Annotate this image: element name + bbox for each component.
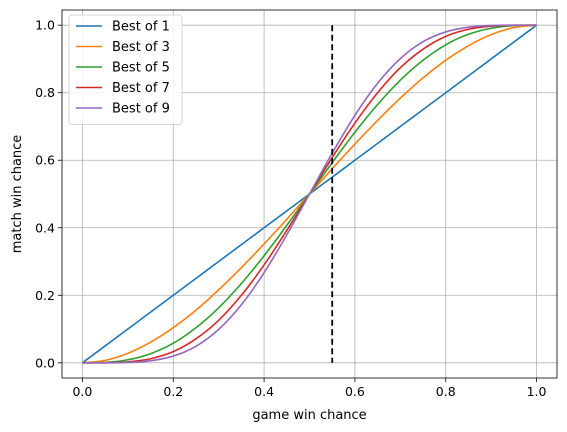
legend-label: Best of 9 bbox=[112, 102, 170, 117]
y-tick-label: 0.6 bbox=[35, 153, 55, 168]
ticks: 0.0 0.2 0.4 0.6 0.8 1.0 0.0 0.2 0.4 0.6 0.8 1.0 bbox=[35, 18, 546, 399]
x-axis-label: game win chance bbox=[252, 408, 366, 423]
y-tick-label: 0.2 bbox=[35, 288, 55, 303]
legend-box bbox=[68, 14, 183, 125]
x-tick-label: 1.0 bbox=[527, 384, 547, 399]
legend-label: Best of 1 bbox=[112, 20, 170, 35]
y-tick-label: 0.8 bbox=[35, 85, 55, 100]
series-lines bbox=[81, 24, 538, 364]
legend: Best of 1 Best of 3 Best of 5 Best of 7 Best… bbox=[68, 14, 183, 125]
grid bbox=[62, 10, 557, 378]
y-tick-label: 0.0 bbox=[35, 355, 55, 370]
x-tick-label: 0.4 bbox=[254, 384, 274, 399]
x-tick-label: 0.8 bbox=[436, 384, 456, 399]
legend-label: Best of 7 bbox=[112, 81, 170, 96]
series-line-5 bbox=[82, 24, 537, 364]
y-axis-label: match win chance bbox=[10, 135, 25, 254]
plot-frame bbox=[61, 9, 558, 379]
y-tick-label: 0.4 bbox=[35, 220, 55, 235]
legend-label: Best of 3 bbox=[112, 40, 170, 55]
x-tick-label: 0.2 bbox=[163, 384, 183, 399]
x-tick-label: 0.6 bbox=[345, 384, 365, 399]
x-tick-label: 0.0 bbox=[72, 384, 92, 399]
y-tick-label: 1.0 bbox=[35, 18, 55, 33]
legend-label: Best of 5 bbox=[112, 61, 170, 76]
